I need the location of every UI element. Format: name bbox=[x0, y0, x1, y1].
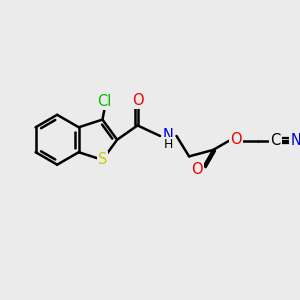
Text: N: N bbox=[290, 133, 300, 148]
Text: Cl: Cl bbox=[98, 94, 112, 109]
Text: O: O bbox=[230, 132, 242, 147]
Text: N: N bbox=[163, 128, 174, 142]
Text: O: O bbox=[132, 93, 143, 108]
Text: O: O bbox=[191, 162, 203, 177]
Text: H: H bbox=[164, 138, 173, 151]
Text: S: S bbox=[98, 152, 107, 167]
Text: C: C bbox=[271, 133, 281, 148]
